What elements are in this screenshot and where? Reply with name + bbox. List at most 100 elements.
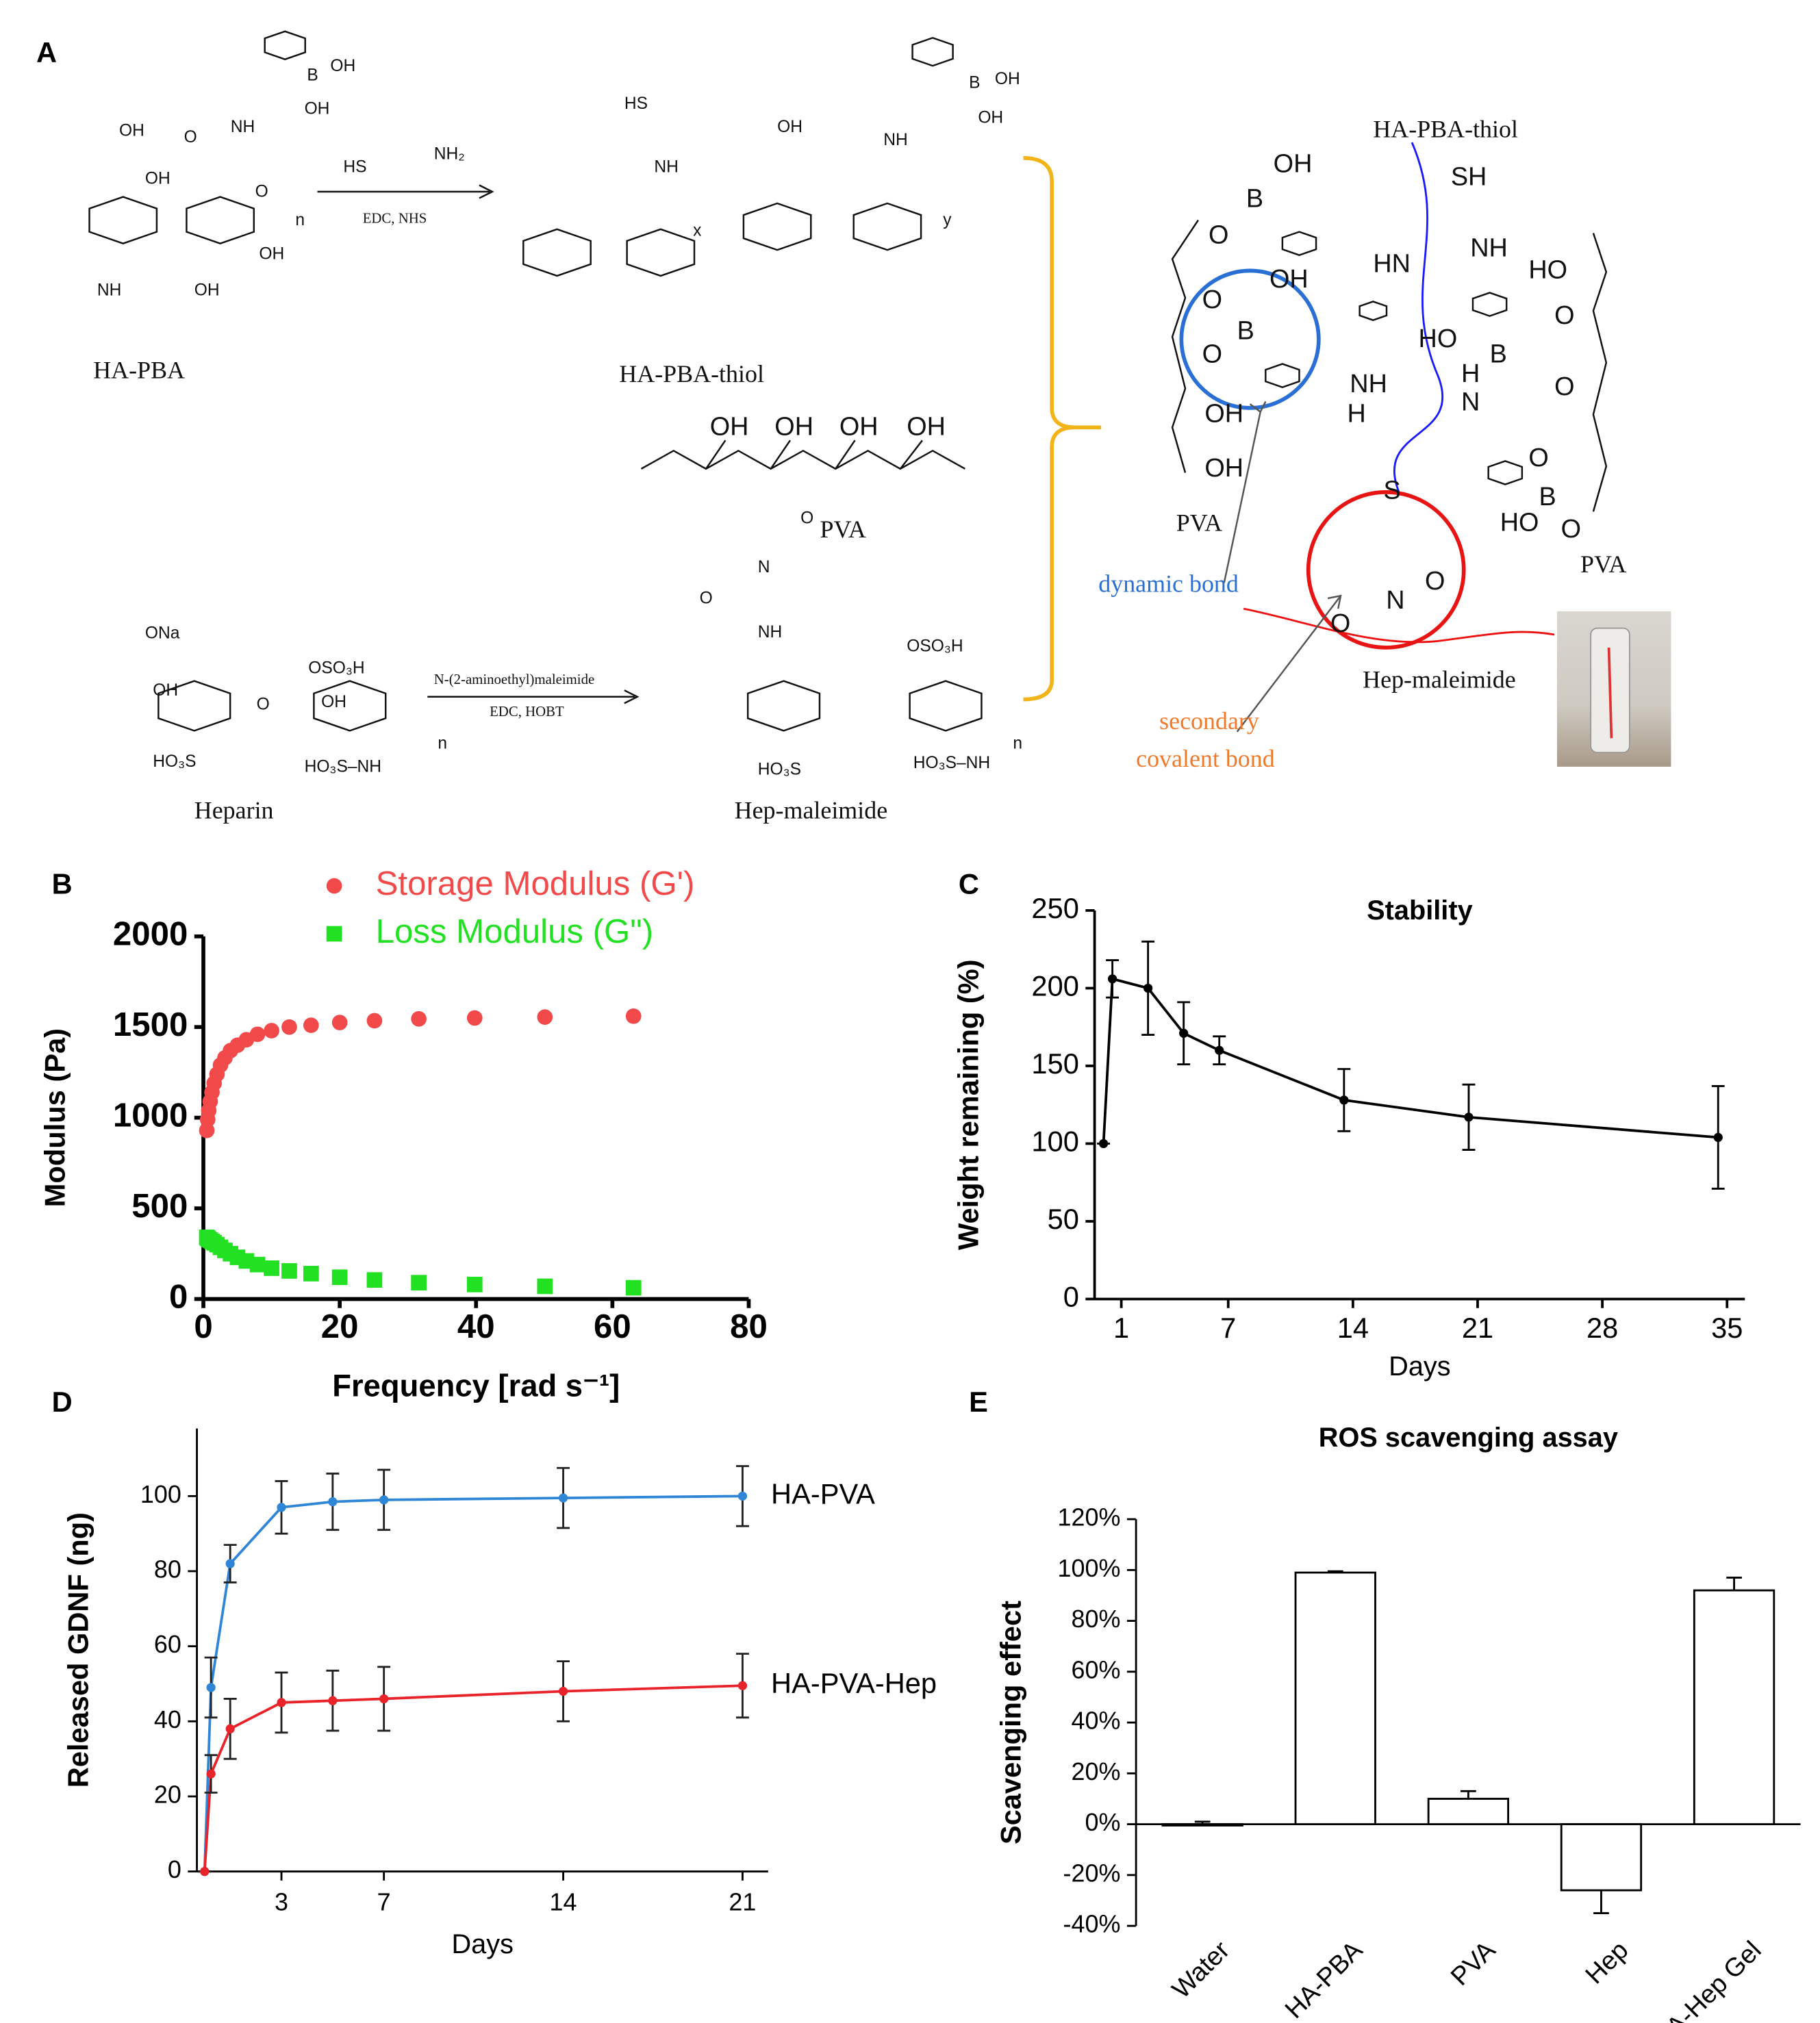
network-label: Hep-maleimide <box>1363 666 1516 694</box>
point <box>277 1698 286 1707</box>
y-axis-label: Released GDNF (ng) <box>62 1512 94 1787</box>
point <box>1179 1028 1189 1038</box>
dynamic-bond-circle <box>1179 268 1321 410</box>
legend-label: Storage Modulus (G') <box>376 865 695 902</box>
x-tick-label: 40 <box>457 1308 495 1345</box>
atom-label: O <box>1425 567 1445 596</box>
point <box>1098 1138 1109 1149</box>
condition: N-(2-aminoethyl)maleimide <box>434 672 594 687</box>
atom-label: SH <box>1451 163 1487 192</box>
legend-label: Loss Modulus (G") <box>376 913 654 950</box>
bar <box>1427 1798 1510 1826</box>
ring <box>88 196 158 244</box>
point <box>379 1495 389 1505</box>
atom-label: OH <box>305 99 330 118</box>
chart: E ROS scavenging assay -40% -20% 0% 20% 40% 60%… <box>969 1386 1801 2023</box>
atom-label: HN <box>1373 249 1411 278</box>
atom-label: O <box>1330 609 1350 638</box>
point <box>1713 1132 1723 1143</box>
panel-label: C <box>959 867 979 900</box>
atom-label: HO₃S–NH <box>305 758 381 776</box>
y-tick-label: 20 <box>154 1780 181 1808</box>
x-tick-label: 60 <box>594 1308 631 1345</box>
atom-label: NH <box>1350 370 1387 398</box>
arrow-head <box>624 689 640 704</box>
ring <box>1265 363 1300 388</box>
atom-label: NH₂ <box>434 145 465 164</box>
pva-chain <box>640 440 966 470</box>
gel-strand <box>1607 647 1613 739</box>
atom-label: OH <box>321 693 346 711</box>
point <box>1143 983 1153 993</box>
y-tick-label: 80% <box>1071 1605 1120 1633</box>
y-tick-label: 50 <box>1048 1203 1079 1235</box>
ring <box>1281 231 1317 256</box>
atom-label: B <box>1539 483 1556 511</box>
x-axis-label: Days <box>451 1929 514 1959</box>
pva-backbone <box>1171 219 1608 512</box>
atom-label: OH <box>774 413 813 442</box>
point <box>625 1008 642 1024</box>
point <box>366 1272 383 1288</box>
ring <box>626 228 696 277</box>
point <box>225 1724 235 1733</box>
atom-label: OSO₃H <box>907 637 963 656</box>
error-bar <box>1327 1570 1343 1573</box>
point <box>281 1263 297 1279</box>
line <box>203 1684 743 1872</box>
network-label: PVA <box>1580 550 1626 578</box>
network-label: HA-PBA-thiol <box>1373 116 1518 143</box>
pointer-arrow <box>1223 400 1342 733</box>
compound-label: PVA <box>820 516 866 543</box>
point <box>737 1681 748 1690</box>
atom-label: S <box>1383 476 1400 505</box>
ring <box>852 202 922 251</box>
bar <box>1161 1823 1243 1827</box>
y-tick-label: 150 <box>1031 1047 1078 1080</box>
point <box>303 1266 319 1282</box>
point <box>328 1497 338 1507</box>
atom-label: OH <box>839 413 879 442</box>
y-tick-label: 40 <box>154 1705 181 1733</box>
atom-label: ONa <box>145 624 180 643</box>
chart: C Stability 0 50 100 150 200 250 1 7 14 21 28 35 Days W… <box>952 867 1745 1382</box>
y-tick-label: 2000 <box>113 915 188 953</box>
atom-label: OH <box>1204 400 1243 429</box>
point <box>737 1491 748 1501</box>
ring <box>742 202 812 251</box>
atom-label: n <box>295 211 305 229</box>
arrow-head <box>479 184 494 199</box>
atom-label: B <box>1237 317 1254 346</box>
chemical-structures <box>88 30 1671 767</box>
x-tick-label: HA-PVA-Hep Gel <box>1606 1936 1767 2023</box>
chart-title: ROS scavenging assay <box>1319 1423 1618 1453</box>
atom-label: OH <box>1204 454 1243 483</box>
y-tick-label: 20% <box>1071 1757 1120 1785</box>
atom-label: x <box>693 221 702 240</box>
atom-label: O <box>1209 221 1228 250</box>
atom-label: OH <box>1269 265 1309 294</box>
x-tick-label: 0 <box>194 1308 212 1345</box>
x-tick-label: 21 <box>1462 1312 1493 1344</box>
panel-label: A <box>36 36 57 68</box>
x-tick-label: 80 <box>730 1308 768 1345</box>
legend-marker <box>326 926 342 942</box>
x-tick-label: 35 <box>1711 1312 1743 1344</box>
atom-label: O <box>1202 340 1222 369</box>
ring <box>522 228 592 277</box>
y-tick-label: 40% <box>1071 1707 1120 1735</box>
atom-label: B <box>1246 185 1263 214</box>
panel-label: B <box>52 867 73 900</box>
compound-label: HA-PBA <box>93 356 185 383</box>
y-tick-label: 120% <box>1057 1503 1120 1531</box>
atom-label: OH <box>119 122 144 140</box>
y-tick-label: 60% <box>1071 1655 1120 1683</box>
atom-label: HO <box>1500 509 1539 537</box>
atom-label: OH <box>777 118 802 136</box>
ring <box>264 30 306 60</box>
ring <box>1487 460 1524 485</box>
atom-label: NH <box>758 623 783 641</box>
y-tick-label: 100 <box>1031 1125 1078 1157</box>
point <box>1107 974 1117 984</box>
